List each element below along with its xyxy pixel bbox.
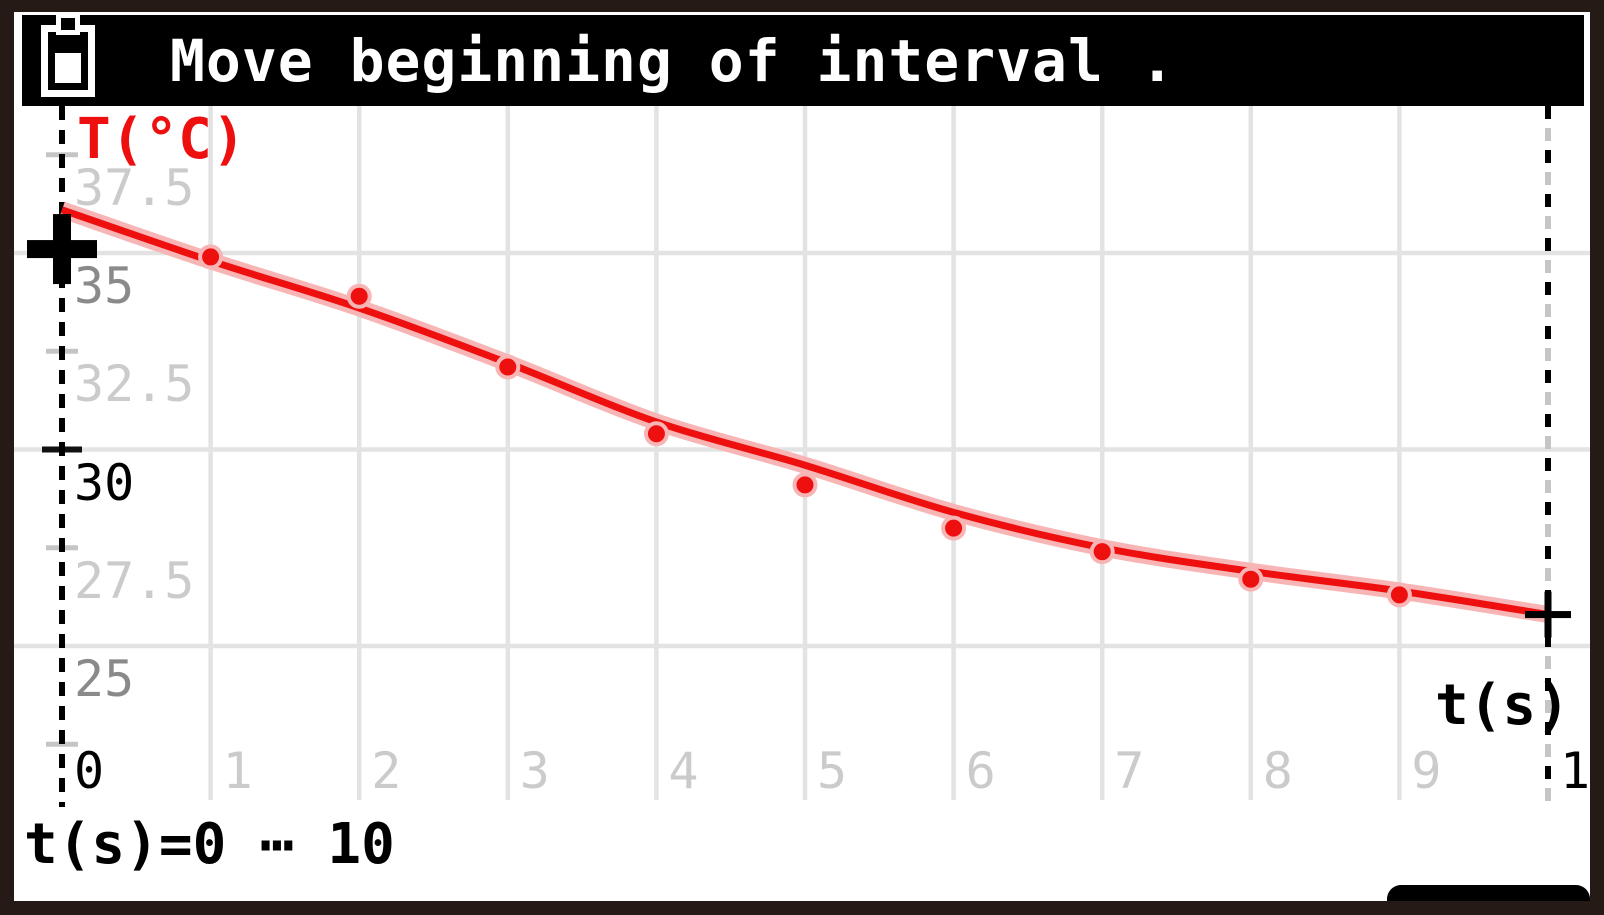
calculator-screen: Move beginning of interval . T(°C) t(s) … — [14, 12, 1590, 901]
y-axis-label: 32.5 — [74, 355, 195, 414]
y-axis-title: T(°C) — [77, 107, 246, 172]
x-axis-label: 9 — [1411, 742, 1442, 800]
data-point — [643, 421, 669, 447]
y-axis-label: 25 — [74, 650, 135, 708]
y-axis-tick — [46, 741, 78, 747]
y-axis-label: 30 — [74, 453, 135, 512]
interval-banner: t(s)=0 ⋯ 10 — [24, 812, 395, 877]
data-point — [1238, 566, 1264, 592]
battery-cap — [56, 13, 80, 35]
y-axis-label: 37.5 — [74, 158, 195, 217]
battery-icon — [41, 13, 95, 97]
data-point — [1089, 539, 1115, 565]
x-axis-label: 2 — [371, 742, 402, 800]
header-message: Move beginning of interval . — [170, 26, 1176, 95]
data-point — [792, 472, 818, 498]
cursor-crosshair[interactable] — [53, 214, 71, 285]
data-point — [941, 515, 967, 541]
x-axis-label: 7 — [1114, 742, 1145, 800]
interval-end-marker — [1544, 591, 1552, 638]
corner-tab — [1387, 885, 1590, 901]
y-axis-label: 35 — [74, 257, 135, 315]
x-axis-label: 1 — [222, 742, 253, 800]
header-bar: Move beginning of interval . — [22, 13, 1584, 106]
x-axis-label: 8 — [1262, 742, 1293, 800]
x-axis-label: 4 — [668, 742, 699, 800]
data-point — [1386, 582, 1412, 608]
x-axis-title: t(s) — [1435, 673, 1570, 738]
battery-fill — [55, 53, 81, 83]
x-axis-label: 0 — [74, 742, 105, 800]
x-axis-label: 1 — [1560, 742, 1590, 800]
data-point — [346, 283, 372, 309]
y-axis-label: 27.5 — [74, 551, 195, 610]
fit-curve — [60, 206, 1549, 619]
x-axis-label: 5 — [817, 742, 848, 800]
data-point — [495, 354, 521, 380]
data-point — [198, 244, 224, 270]
x-axis-label: 3 — [519, 742, 550, 800]
x-axis-label: 6 — [965, 742, 996, 800]
graph-canvas — [14, 106, 1590, 807]
